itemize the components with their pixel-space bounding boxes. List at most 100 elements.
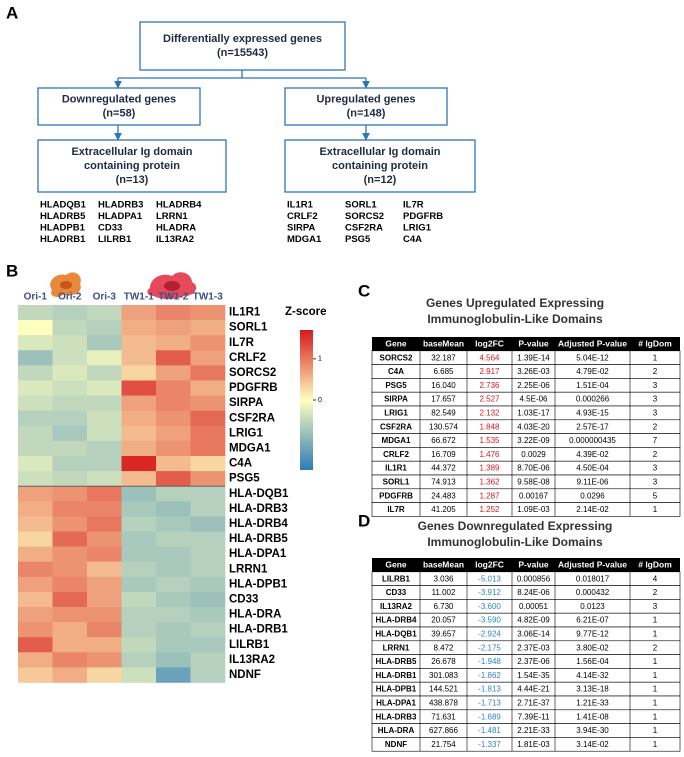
table-cell: 6.21E-07 bbox=[576, 616, 609, 625]
heatmap-cell bbox=[156, 576, 191, 593]
table-cell: 1.41E-08 bbox=[576, 712, 609, 721]
table-cell: 4.03E-20 bbox=[517, 422, 550, 431]
column-label: Ori-2 bbox=[58, 292, 82, 303]
heatmap-cell bbox=[18, 425, 53, 442]
heatmap-cell bbox=[18, 622, 53, 638]
gene-name: HLADRB4 bbox=[156, 200, 202, 211]
heatmap-cell bbox=[18, 607, 53, 623]
table-cell: 2 bbox=[653, 367, 658, 376]
heatmap-cell bbox=[156, 591, 191, 608]
heatmap-cell bbox=[52, 637, 88, 653]
table-cell: 1 bbox=[653, 630, 658, 639]
table-cell: -1.813 bbox=[478, 685, 501, 694]
heatmap-cell bbox=[18, 410, 53, 427]
table-cell: 1.51E-04 bbox=[576, 381, 609, 390]
gene-name: PDGFRB bbox=[403, 211, 443, 222]
table-cell: 1.81E-03 bbox=[517, 740, 550, 749]
table-cell: 39.657 bbox=[431, 630, 456, 639]
heatmap-cell bbox=[18, 561, 53, 578]
table-cell: HLA-DQB1 bbox=[375, 630, 417, 639]
table-cell: 2.57E-17 bbox=[576, 422, 609, 431]
table-cell: 0.00051 bbox=[519, 602, 548, 611]
connectors bbox=[114, 70, 370, 141]
header-cell: Adjusted P-value bbox=[558, 560, 627, 570]
heatmap-cell bbox=[18, 516, 53, 532]
heatmap-cell bbox=[52, 516, 88, 532]
gene-name: CD33 bbox=[98, 223, 122, 234]
heatmap-cell bbox=[156, 471, 191, 487]
table-title: Immunoglobulin-Like Domains bbox=[427, 535, 603, 549]
heatmap-cell bbox=[87, 350, 122, 366]
heatmap-cell bbox=[156, 546, 191, 562]
heatmap-cell bbox=[190, 637, 226, 653]
table-cell: -1.948 bbox=[478, 657, 501, 666]
row-label: CSF2RA bbox=[229, 412, 275, 424]
table-cell: 2.736 bbox=[479, 381, 500, 390]
table-cell: 1 bbox=[653, 671, 658, 680]
table-cell: 1 bbox=[653, 657, 658, 666]
table-cell: 2.14E-02 bbox=[576, 505, 609, 514]
row-label: NDNF bbox=[229, 669, 261, 681]
heatmap-cell bbox=[190, 305, 226, 321]
heatmap-cell bbox=[156, 607, 191, 623]
table-cell: 1 bbox=[653, 740, 658, 749]
heatmap-cell bbox=[190, 546, 226, 562]
heatmap-cell bbox=[190, 350, 226, 366]
heatmap-cell bbox=[18, 395, 53, 411]
table-cell: 1.389 bbox=[479, 464, 500, 473]
table-cell: 66.672 bbox=[431, 436, 456, 445]
table-cell: 26.678 bbox=[431, 657, 456, 666]
table-cell: CSF2RA bbox=[380, 422, 412, 431]
header-cell: P-value bbox=[518, 560, 549, 570]
table-cell: 0.000856 bbox=[517, 574, 551, 583]
header-cell: Gene bbox=[385, 560, 407, 570]
table-title: Genes Upregulated Expressing bbox=[426, 296, 604, 310]
table-cell: IL7R bbox=[387, 505, 405, 514]
heatmap-cell bbox=[18, 637, 53, 653]
heatmap-cell bbox=[87, 365, 122, 381]
gene-name: HLADRA bbox=[156, 223, 196, 234]
table-cell: 4.44E-21 bbox=[517, 685, 550, 694]
heatmap-cell bbox=[52, 531, 88, 547]
heatmap-cell bbox=[87, 516, 122, 532]
table-cell: SORL1 bbox=[383, 478, 410, 487]
table-cell: 0.0029 bbox=[521, 450, 546, 459]
heatmap-cell bbox=[52, 546, 88, 562]
heatmap-cell bbox=[190, 561, 226, 578]
heatmap-cell bbox=[156, 305, 191, 321]
table-cell: HLA-DRB1 bbox=[376, 671, 417, 680]
table-cell: 1 bbox=[653, 712, 658, 721]
heatmap-cell bbox=[87, 320, 122, 336]
table-cell: 1 bbox=[653, 616, 658, 625]
heatmap-cell bbox=[52, 471, 88, 487]
row-label: IL13RA2 bbox=[229, 654, 275, 666]
table-row bbox=[371, 502, 681, 517]
table-cell: 1 bbox=[653, 726, 658, 735]
table-cell: HLA-DRB4 bbox=[376, 616, 417, 625]
gene-name: SIRPA bbox=[287, 223, 315, 234]
table-cell: SORCS2 bbox=[380, 353, 413, 362]
row-label: SORCS2 bbox=[229, 367, 276, 379]
table-cell: 32.187 bbox=[431, 353, 456, 362]
table-cell: 3.80E-02 bbox=[576, 643, 609, 652]
gene-name: LILRB1 bbox=[98, 234, 132, 245]
table-cell: 1.252 bbox=[479, 505, 500, 514]
table-cell: 1.56E-04 bbox=[576, 657, 609, 666]
table-cell: 7.39E-11 bbox=[518, 712, 550, 721]
flow-box-text: (n=58) bbox=[103, 107, 136, 119]
table-cell: 1.535 bbox=[479, 436, 500, 445]
table-cell: 9.11E-06 bbox=[577, 478, 609, 487]
gene-name: IL1R1 bbox=[287, 200, 314, 211]
heatmap-cell bbox=[156, 622, 191, 638]
heatmap-cell bbox=[18, 531, 53, 547]
table-cell: -3.590 bbox=[478, 616, 501, 625]
table-cell: 0.0123 bbox=[580, 602, 605, 611]
table-cell: 0.00167 bbox=[519, 491, 548, 500]
header-cell: # IgDom bbox=[638, 560, 672, 570]
table-cell: 0.000432 bbox=[576, 588, 610, 597]
panel-label: B bbox=[6, 261, 18, 280]
heatmap-cell bbox=[190, 622, 226, 638]
table-cell: 3.036 bbox=[433, 574, 454, 583]
heatmap-cell bbox=[121, 531, 157, 547]
table-cell: 3 bbox=[653, 602, 658, 611]
